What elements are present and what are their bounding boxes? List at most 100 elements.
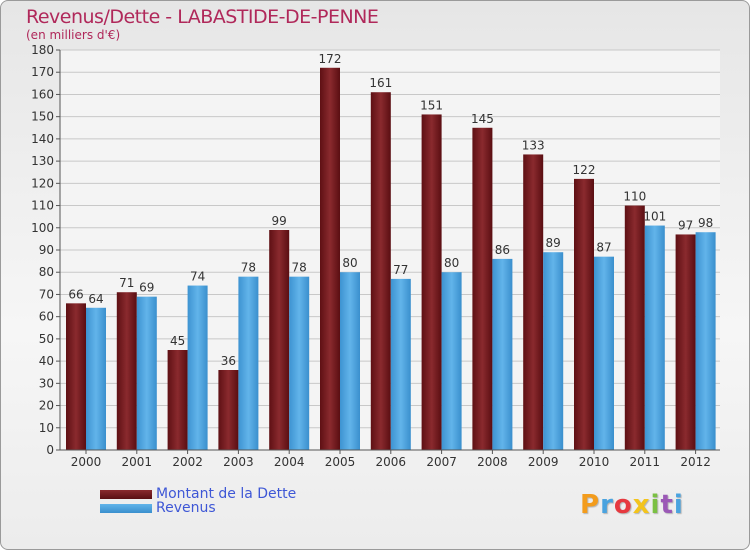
legend-swatch-revenus [100,504,152,513]
logo-letter: o [613,490,633,520]
y-tick-label: 120 [31,176,54,190]
data-label-revenus: 98 [698,216,713,230]
bar-revenus [594,256,614,450]
data-label-revenus: 74 [190,270,205,284]
data-label-dette: 97 [678,218,693,232]
y-tick-label: 160 [31,87,54,101]
data-label-revenus: 80 [342,256,357,270]
legend-label-dette: Montant de la Dette [156,486,297,502]
data-label-dette: 145 [471,112,494,126]
chart-subtitle: (en milliers d'€) [26,28,121,42]
bar-dette [66,303,86,450]
x-tick-label: 2004 [274,455,305,469]
x-tick-label: 2008 [477,455,508,469]
bar-dette [574,178,594,450]
logo-letter: i [673,490,684,520]
x-tick-label: 2006 [376,455,407,469]
y-tick-label: 70 [39,287,54,301]
data-labels: 66 64 71 69 45 74 36 78 99 78 172 80 161 77 151 80 145 86… [68,52,713,368]
data-label-revenus: 78 [292,261,307,275]
x-tick-label: 2012 [680,455,711,469]
x-tick-label: 2002 [172,455,203,469]
data-label-dette: 99 [272,214,287,228]
bar-revenus [340,272,360,450]
bar-dette [624,205,645,450]
data-label-dette: 161 [369,76,392,90]
bar-dette [269,230,290,450]
data-label-dette: 122 [573,163,596,177]
logo-letter: r [600,490,614,520]
y-tick-label: 180 [31,43,54,57]
bar-dette [421,114,442,450]
data-label-revenus: 101 [643,210,666,224]
logo-letter: x [632,490,651,520]
logo-letter: t [660,490,674,520]
data-label-revenus: 69 [139,281,154,295]
data-label-dette: 45 [170,334,185,348]
y-tick-label: 60 [39,310,54,324]
data-label-dette: 110 [623,190,646,204]
legend-swatch-dette [100,490,152,499]
bar-revenus [238,276,259,450]
y-tick-label: 0 [46,443,54,457]
bar-revenus [543,252,564,450]
y-tick-label: 100 [31,221,54,235]
bar-revenus [289,276,310,450]
data-label-dette: 172 [319,52,342,66]
data-label-dette: 71 [119,276,134,290]
chart-title: Revenus/Dette - LABASTIDE-DE-PENNE [26,6,379,28]
data-label-revenus: 87 [596,241,611,255]
bars [66,67,716,451]
bar-dette [167,350,188,450]
y-tick-label: 90 [39,243,54,257]
x-tick-label: 2007 [426,455,457,469]
axes: 0 10 20 30 40 50 60 70 80 90 100 110 120 130 140 150 160… [31,43,720,469]
y-tick-label: 80 [39,265,54,279]
bar-dette [675,234,696,450]
bar-dette [116,292,137,450]
data-label-revenus: 77 [393,263,408,277]
bar-revenus [86,307,106,450]
bar-dette [320,67,340,451]
data-label-revenus: 78 [241,261,256,275]
bar-revenus [441,272,462,450]
data-label-dette: 133 [522,138,545,152]
y-tick-label: 40 [39,354,54,368]
bar-dette [218,370,239,450]
y-tick-label: 30 [39,376,54,390]
x-tick-label: 2010 [579,455,610,469]
data-label-dette: 151 [420,98,443,112]
y-tick-label: 150 [31,110,54,124]
data-label-revenus: 86 [495,243,510,257]
data-label-dette: 66 [68,287,83,301]
legend-item-revenus: Revenus [100,499,300,517]
legend-item-dette: Montant de la Dette [100,485,300,503]
x-tick-label: 2009 [528,455,559,469]
bar-revenus [492,258,513,450]
data-label-revenus: 80 [444,256,459,270]
bar-dette [523,154,544,450]
bar-revenus [136,296,157,450]
y-tick-label: 20 [39,399,54,413]
y-tick-label: 130 [31,154,54,168]
logo-letter: P [580,490,601,520]
y-tick-label: 140 [31,132,54,146]
logo-letter: i [650,490,661,520]
x-tick-label: 2011 [630,455,661,469]
x-tick-label: 2005 [325,455,356,469]
bar-revenus [390,278,411,450]
data-label-dette: 36 [221,354,236,368]
bar-dette [472,127,493,451]
y-tick-label: 170 [31,65,54,79]
legend-label-revenus: Revenus [156,500,216,516]
bar-revenus [695,232,716,450]
bar-dette [370,92,391,450]
data-label-revenus: 89 [546,236,561,250]
data-label-revenus: 64 [88,292,103,306]
x-tick-label: 2003 [223,455,254,469]
proxiti-logo: Proxiti [580,490,684,520]
bar-revenus [187,285,208,450]
y-tick-label: 50 [39,332,54,346]
bar-revenus [644,225,665,450]
